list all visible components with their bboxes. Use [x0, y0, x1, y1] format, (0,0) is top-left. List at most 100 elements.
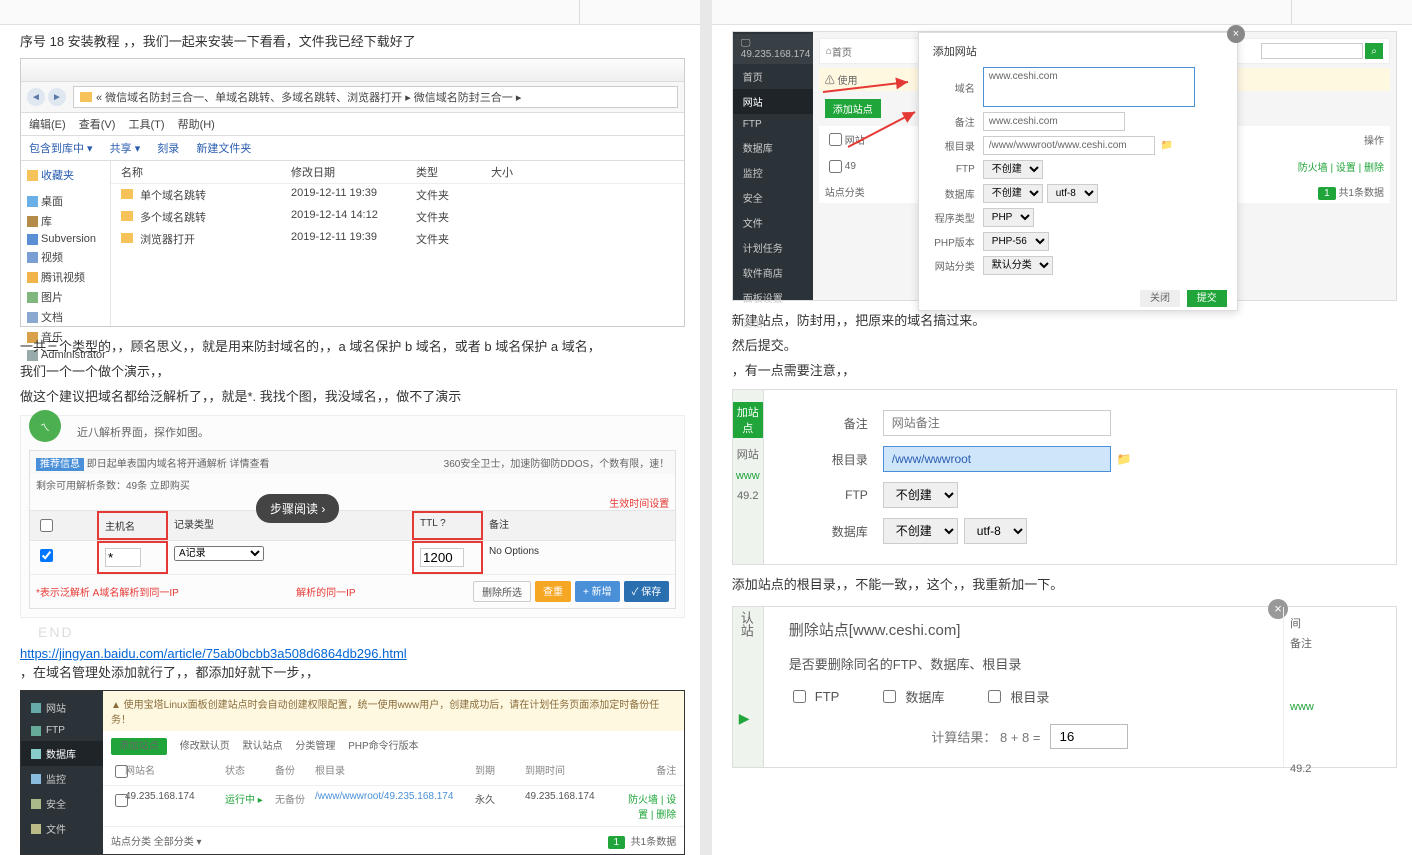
s-home[interactable]: 首页	[733, 64, 813, 89]
page-top-strip	[712, 0, 1412, 25]
menu-help[interactable]: 帮助(H)	[178, 119, 215, 131]
close-icon[interactable]: ×	[1227, 25, 1245, 43]
root-input[interactable]	[883, 446, 1111, 472]
tab-phpcli[interactable]: PHP命令行版本	[348, 741, 419, 752]
crumb-home[interactable]: 首页	[832, 44, 852, 59]
bts-sec[interactable]: 安全	[21, 791, 103, 816]
s-ftp[interactable]: FTP	[733, 114, 813, 135]
ck-db[interactable]: 数据库	[879, 687, 944, 706]
bts-site[interactable]: 网站	[21, 695, 103, 720]
note-input[interactable]	[983, 112, 1125, 131]
bts-db[interactable]: 数据库	[21, 741, 103, 766]
s-setting[interactable]: 面板设置	[733, 285, 813, 310]
s-sec[interactable]: 安全	[733, 185, 813, 210]
side-add-btn[interactable]: 加站点	[733, 402, 763, 438]
db-select[interactable]: 不创建	[983, 184, 1043, 203]
menu-tools[interactable]: 工具(T)	[128, 119, 164, 131]
s-file[interactable]: 文件	[733, 210, 813, 235]
hint-mid: 解析的同一IP	[296, 584, 355, 599]
address-bar[interactable]: « 微信域名防封三合一、单域名跳转、多域名跳转、浏览器打开 ▸ 微信域名防封三合…	[73, 86, 678, 108]
phpv-select[interactable]: PHP-56	[983, 232, 1049, 251]
sb-pic[interactable]: 图片	[23, 287, 108, 307]
btn-find[interactable]: 查重	[535, 581, 571, 602]
tab-default-page[interactable]: 修改默认页	[180, 741, 230, 752]
folder-icon[interactable]: 📁	[1117, 452, 1132, 466]
play-icon[interactable]: ▶	[739, 710, 750, 727]
select-all-checkbox[interactable]	[40, 519, 53, 532]
tool-share[interactable]: 共享 ▾	[110, 143, 141, 155]
sb-lib[interactable]: 库	[23, 211, 108, 231]
bg-add-btn[interactable]: 添加站点	[825, 99, 881, 118]
sb-desktop[interactable]: 桌面	[23, 191, 108, 211]
s-site[interactable]: 网站	[733, 89, 813, 114]
ck-ftp[interactable]: FTP	[789, 687, 840, 706]
step-reading-button[interactable]: 步骤阅读 ›	[256, 494, 339, 523]
db-select[interactable]: 不创建	[883, 518, 958, 544]
tab-default-site[interactable]: 默认站点	[243, 741, 283, 752]
btn-save[interactable]: ✓ 保存	[624, 581, 670, 602]
add-site-button[interactable]: 添加站点	[111, 738, 167, 755]
cls-select[interactable]: 默认分类	[983, 256, 1053, 275]
ftp-select[interactable]: 不创建	[883, 482, 958, 508]
fwd-icon[interactable]: ►	[48, 88, 66, 106]
root-input[interactable]	[983, 136, 1155, 155]
bts-ftp[interactable]: FTP	[21, 720, 103, 741]
ttl-input[interactable]	[420, 548, 464, 567]
window-title-bar	[21, 59, 684, 82]
tool-newfolder[interactable]: 新建文件夹	[196, 143, 251, 155]
file-row[interactable]: 单个域名跳转2019-12-11 19:39文件夹	[111, 184, 684, 206]
menubar[interactable]: 编辑(E) 查看(V) 工具(T) 帮助(H)	[21, 113, 684, 136]
submit-button[interactable]: 提交	[1187, 290, 1227, 307]
menu-edit[interactable]: 编辑(E)	[29, 119, 66, 131]
btn-del[interactable]: 删除所选	[473, 581, 531, 602]
ftp-select[interactable]: 不创建	[983, 160, 1043, 179]
s-mon[interactable]: 监控	[733, 160, 813, 185]
explorer-sidebar: 收藏夹 桌面 库 Subversion 视频 腾讯视频 图片 文档 音乐 Adm…	[21, 161, 111, 326]
sb-video[interactable]: 视频	[23, 247, 108, 267]
file-row[interactable]: 多个域名跳转2019-12-14 14:12文件夹	[111, 206, 684, 228]
calc-input[interactable]	[1050, 724, 1128, 749]
s-db[interactable]: 数据库	[733, 135, 813, 160]
search-icon[interactable]: ⌕	[1365, 43, 1383, 59]
menu-view[interactable]: 查看(V)	[79, 119, 116, 131]
site-row[interactable]: 49.235.168.174 运行中 ▸ 无备份 /www/wwwroot/49…	[103, 786, 684, 827]
dns-sub: 剩余可用解析条数：49条 立即购买	[30, 474, 675, 495]
dns-screenshot: ㄟ 近八解析界面，探作如图。 推荐信息 即日起单表国内域名将开通解析 详情查看 …	[20, 415, 685, 618]
breadcrumb: « 微信域名防封三合一、单域名跳转、多域名跳转、浏览器打开 ▸ 微信域名防封三合…	[96, 89, 521, 105]
bts-mon[interactable]: 监控	[21, 766, 103, 791]
domain-input[interactable]: www.ceshi.com	[983, 67, 1195, 107]
note-input[interactable]	[883, 410, 1111, 436]
sb-svn[interactable]: Subversion	[23, 231, 108, 247]
help-link[interactable]: https://jingyan.baidu.com/article/75ab0b…	[20, 646, 407, 661]
tool-include[interactable]: 包含到库中 ▾	[29, 143, 93, 155]
prog-select[interactable]: PHP	[983, 208, 1034, 227]
toolbar: 包含到库中 ▾ 共享 ▾ 刻录 新建文件夹	[21, 136, 684, 161]
info-badge: 推荐信息	[36, 458, 84, 471]
ck-root[interactable]: 根目录	[984, 687, 1049, 706]
s-exit[interactable]: 退出	[733, 310, 813, 335]
enc-select[interactable]: utf-8	[964, 518, 1027, 544]
btn-new[interactable]: + 新增	[575, 581, 620, 602]
file-row[interactable]: 浏览器打开2019-12-11 19:39文件夹	[111, 228, 684, 250]
hint-left: *表示泛解析 A域名解析到同一IP	[36, 584, 179, 599]
host-input[interactable]	[105, 548, 141, 567]
delete-dialog: 认站 ▶ × 删除站点[www.ceshi.com] 是否要删除同名的FTP、数…	[732, 606, 1397, 768]
cancel-button[interactable]: 关闭	[1140, 290, 1180, 307]
sb-doc[interactable]: 文档	[23, 307, 108, 327]
para-2: 我们一个一个做个演示，，	[20, 362, 685, 383]
bt-add-site: 🖵 49.235.168.174 首页 网站 FTP 数据库 监控 安全 文件 …	[732, 31, 1397, 301]
type-select[interactable]: A记录	[174, 546, 264, 561]
row-checkbox[interactable]	[40, 549, 53, 562]
s-store[interactable]: 软件商店	[733, 260, 813, 285]
col-ttl: TTL ?	[412, 511, 483, 540]
s-cron[interactable]: 计划任务	[733, 235, 813, 260]
sb-tencent[interactable]: 腾讯视频	[23, 267, 108, 287]
enc-select[interactable]: utf-8	[1047, 184, 1098, 203]
tool-burn[interactable]: 刻录	[157, 143, 179, 155]
tab-classify[interactable]: 分类管理	[295, 741, 335, 752]
page-1[interactable]: 1	[608, 836, 626, 849]
foot-classify[interactable]: 站点分类 全部分类 ▾	[111, 833, 202, 848]
folder-icon[interactable]: 📁	[1161, 140, 1173, 151]
back-icon[interactable]: ◄	[27, 88, 45, 106]
bts-file[interactable]: 文件	[21, 816, 103, 841]
